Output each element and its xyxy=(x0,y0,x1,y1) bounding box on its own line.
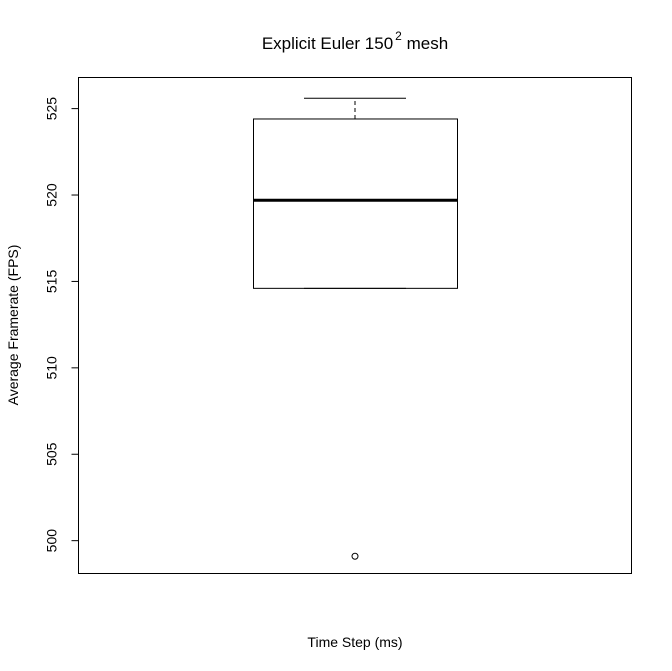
y-tick-label: 525 xyxy=(44,97,60,121)
outlier-point xyxy=(351,552,359,560)
outlier-points xyxy=(351,552,359,560)
y-tick-label: 515 xyxy=(44,270,60,294)
chart-title: Explicit Euler 150 2 mesh xyxy=(262,29,448,53)
y-axis-label: Average Framerate (FPS) xyxy=(5,245,21,406)
y-axis: 500 505 510 515 520 525 xyxy=(44,97,79,553)
x-axis-label: Time Step (ms) xyxy=(307,634,402,650)
y-tick-label: 510 xyxy=(44,356,60,380)
y-tick-label: 500 xyxy=(44,529,60,553)
chart-title-suffix: mesh xyxy=(402,34,448,53)
chart-title-superscript: 2 xyxy=(395,29,402,43)
y-tick-label: 505 xyxy=(44,442,60,466)
y-tick-label: 520 xyxy=(44,183,60,207)
box-group xyxy=(253,97,458,560)
chart-title-main: Explicit Euler 150 xyxy=(262,34,393,53)
